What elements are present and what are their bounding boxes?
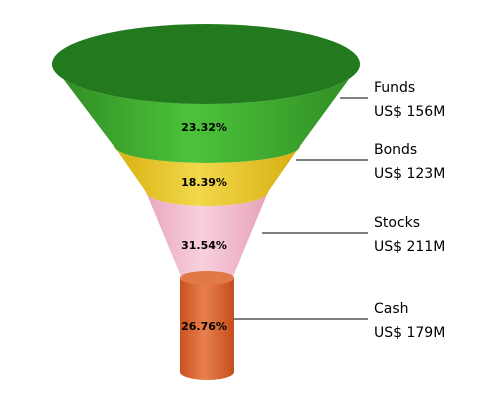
value-label-bonds: US$ 123M bbox=[374, 166, 445, 182]
percent-label-funds: 23.32% bbox=[181, 121, 227, 134]
funnel-segment-bonds bbox=[114, 146, 300, 206]
value-label-stocks: US$ 211M bbox=[374, 239, 445, 255]
funnel-segment-funds bbox=[52, 64, 360, 163]
value-label-cash: US$ 179M bbox=[374, 325, 445, 341]
category-label-cash: Cash bbox=[374, 301, 409, 317]
percent-label-stocks: 31.54% bbox=[181, 239, 227, 252]
category-label-stocks: Stocks bbox=[374, 215, 420, 231]
cash-top-rim bbox=[180, 271, 234, 285]
funnel-top-rim bbox=[52, 24, 360, 104]
percent-label-bonds: 18.39% bbox=[181, 176, 227, 189]
funnel-segment-stocks bbox=[146, 192, 268, 281]
percent-label-cash: 26.76% bbox=[181, 320, 227, 333]
category-label-bonds: Bonds bbox=[374, 142, 417, 158]
funnel-segment-cash bbox=[180, 278, 234, 380]
category-label-funds: Funds bbox=[374, 80, 415, 96]
value-label-funds: US$ 156M bbox=[374, 104, 445, 120]
